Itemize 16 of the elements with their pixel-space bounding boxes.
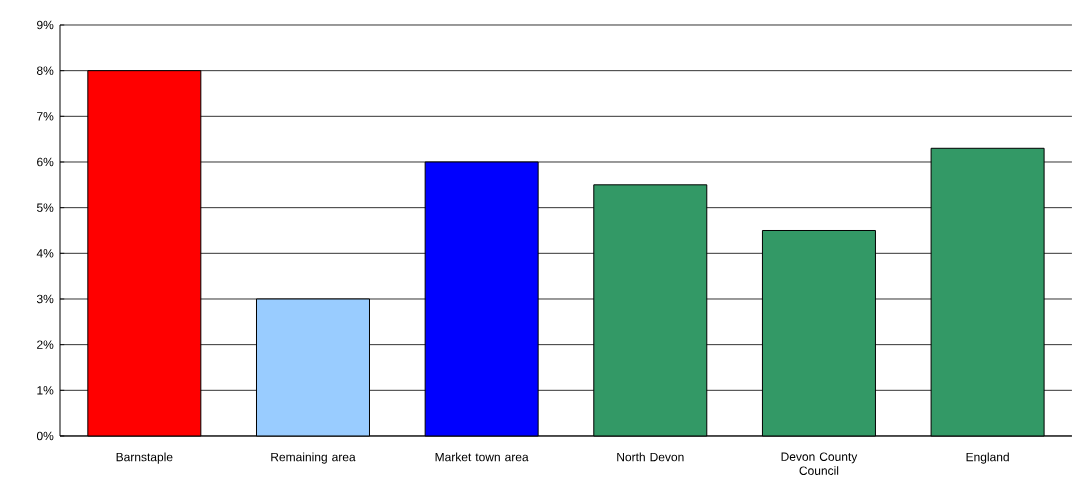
x-tick-label: North Devon	[617, 452, 684, 462]
x-tick-label: Remaining area	[271, 452, 356, 464]
x-tick-label: Devon County Council	[781, 452, 858, 475]
x-tick-label: Barnstaple	[116, 452, 173, 464]
x-tick-label: England	[966, 452, 1009, 464]
y-tick-label: 7%	[37, 112, 54, 121]
y-tick-label: 8%	[36, 66, 54, 75]
y-tick-label: 4%	[36, 249, 54, 258]
y-tick-label: 5%	[36, 203, 54, 212]
y-tick-label: 9%	[37, 20, 54, 30]
y-tick-label: 1%	[37, 386, 54, 395]
y-tick-label: 2%	[37, 340, 54, 349]
x-tick-label: Market town area	[435, 452, 529, 462]
y-tick-label: 3%	[36, 294, 54, 304]
y-tick-label: 0%	[36, 431, 54, 441]
y-tick-label: 6%	[37, 157, 54, 167]
